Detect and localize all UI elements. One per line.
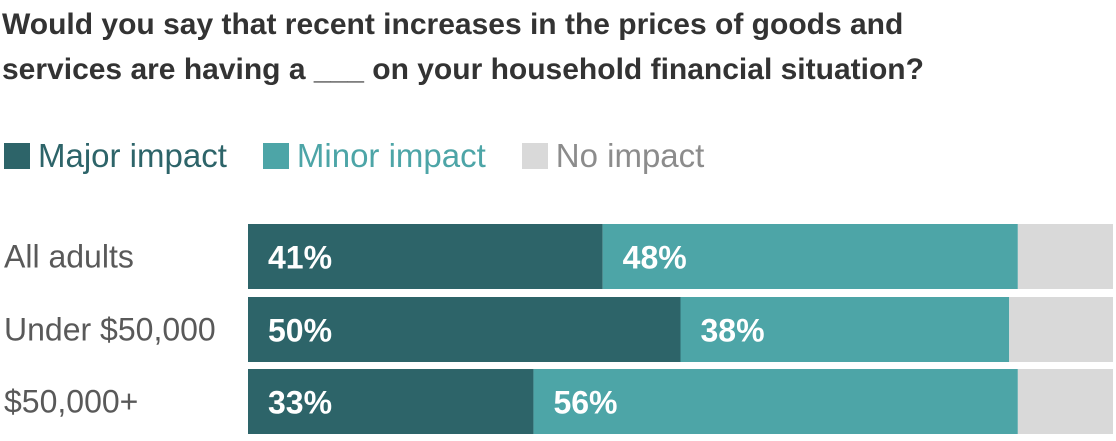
bar-minor-impact-all-adults: [602, 224, 1018, 289]
bar-no-impact-all-adults: [1017, 224, 1113, 289]
bar-minor-impact-under-50-000: [680, 297, 1010, 362]
value-label-minor-impact-under-50-000: 38%: [701, 313, 765, 349]
bar-major-impact-under-50-000: [248, 297, 681, 362]
bar-no-impact-under-50-000: [1009, 297, 1113, 362]
chart-title-line-2: services are having a ___ on your househ…: [2, 53, 924, 86]
legend-item-major-impact: Major impact: [4, 136, 227, 176]
chart-legend: Major impact Minor impact No impact: [4, 136, 740, 176]
value-label-major-impact-all-adults: 41%: [268, 240, 332, 276]
legend-label-minor-impact: Minor impact: [296, 137, 486, 174]
legend-label-no-impact: No impact: [555, 137, 705, 174]
bar-no-impact-50-000: [1017, 369, 1113, 434]
category-label-under-50-000: Under $50,000: [4, 312, 216, 348]
legend-swatch-minor-impact: [262, 143, 289, 169]
value-label-minor-impact-50-000: 56%: [553, 385, 617, 421]
bar-major-impact-50-000: [248, 369, 534, 434]
chart-title-line-1: Would you say that recent increases in t…: [2, 8, 904, 41]
legend-item-no-impact: No impact: [521, 136, 705, 176]
category-label-all-adults: All adults: [4, 239, 134, 275]
value-label-major-impact-under-50-000: 50%: [268, 313, 332, 349]
legend-swatch-no-impact: [521, 143, 548, 169]
bar-minor-impact-50-000: [533, 369, 1018, 434]
value-label-minor-impact-all-adults: 48%: [623, 240, 687, 276]
category-label-50-000: $50,000+: [4, 384, 138, 420]
legend-item-minor-impact: Minor impact: [262, 136, 486, 176]
legend-label-major-impact: Major impact: [38, 137, 227, 174]
legend-swatch-major-impact: [4, 143, 30, 169]
chart-title: Would you say that recent increases in t…: [2, 2, 1102, 92]
bar-major-impact-all-adults: [248, 224, 603, 289]
value-label-major-impact-50-000: 33%: [268, 385, 332, 421]
